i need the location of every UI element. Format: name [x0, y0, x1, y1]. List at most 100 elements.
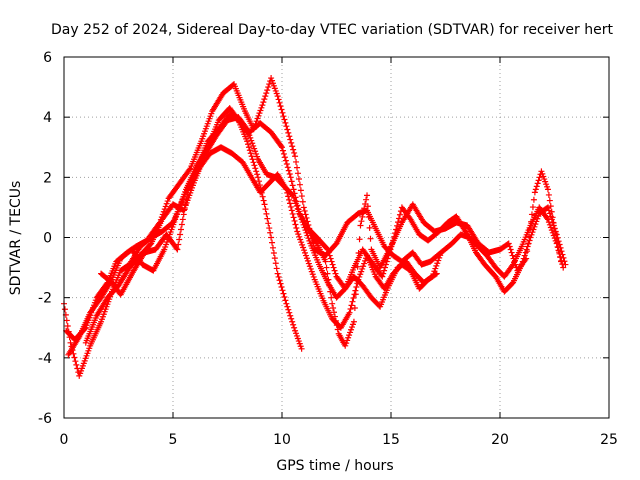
data-point — [297, 187, 304, 194]
data-point — [325, 276, 332, 283]
chart-title: Day 252 of 2024, Sidereal Day-to-day VTE… — [51, 22, 613, 38]
data-point — [254, 115, 261, 122]
data-point — [350, 318, 357, 325]
data-point — [248, 153, 255, 160]
data-point — [355, 276, 362, 283]
data-point — [253, 168, 260, 175]
data-point — [261, 96, 268, 103]
data-point — [255, 112, 262, 119]
data-point — [250, 142, 257, 149]
data-point — [349, 321, 356, 328]
data-point — [283, 300, 290, 307]
data-point — [289, 182, 296, 189]
data-point — [328, 294, 335, 301]
data-point — [296, 181, 303, 188]
data-point — [72, 358, 79, 365]
y-tick-label: 6 — [43, 50, 52, 66]
data-point — [181, 206, 188, 213]
data-point — [562, 261, 569, 268]
data-point — [267, 229, 274, 236]
data-point — [354, 280, 361, 287]
data-point — [358, 218, 365, 225]
data-point — [291, 149, 298, 156]
data-point — [342, 342, 349, 349]
data-point — [306, 237, 313, 244]
data-point — [347, 329, 354, 336]
series-trace-d — [82, 114, 565, 349]
data-point — [294, 228, 301, 235]
data-point — [61, 306, 68, 313]
data-point — [552, 228, 559, 235]
y-axis-label: SDTVAR / TECUs — [8, 181, 24, 296]
data-point — [536, 174, 543, 181]
data-point — [330, 264, 337, 271]
data-point — [292, 194, 299, 201]
data-point — [556, 241, 563, 248]
data-point — [385, 252, 392, 259]
data-point — [395, 215, 402, 222]
data-point — [304, 257, 311, 264]
data-point — [511, 258, 518, 265]
y-tick-label: 4 — [43, 110, 52, 126]
data-point — [300, 244, 307, 251]
data-point — [264, 215, 271, 222]
data-point — [285, 193, 292, 200]
data-point — [366, 224, 373, 231]
data-point — [379, 273, 386, 280]
data-point — [184, 191, 191, 198]
data-point — [535, 213, 542, 220]
data-point — [528, 231, 535, 238]
data-point — [284, 189, 291, 196]
data-point — [352, 287, 359, 294]
data-point — [275, 96, 282, 103]
data-point — [288, 315, 295, 322]
data-point — [298, 345, 305, 352]
data-point — [246, 147, 253, 154]
data-point — [294, 164, 301, 171]
data-point — [288, 178, 295, 185]
data-point — [356, 273, 363, 280]
data-point — [434, 260, 441, 267]
data-point — [530, 226, 537, 233]
data-point — [435, 257, 442, 264]
data-point — [292, 221, 299, 228]
data-point — [547, 203, 554, 210]
data-point — [262, 206, 269, 213]
data-point — [178, 221, 185, 228]
data-point — [360, 209, 367, 216]
data-point — [258, 104, 265, 111]
data-point — [432, 271, 439, 278]
data-point — [164, 198, 171, 205]
y-tick-label: -4 — [38, 351, 52, 367]
data-point — [329, 300, 336, 307]
data-point — [253, 150, 260, 157]
data-point — [277, 103, 284, 110]
data-point — [301, 247, 308, 254]
data-point — [528, 218, 535, 225]
data-point — [361, 205, 368, 212]
data-point — [561, 258, 568, 265]
data-point — [280, 150, 287, 157]
data-point — [381, 267, 388, 274]
series-trace-a — [61, 111, 305, 379]
y-tick-label: 0 — [43, 231, 52, 247]
data-point — [298, 193, 305, 200]
data-point — [283, 186, 290, 193]
data-point — [290, 186, 297, 193]
data-point — [251, 145, 258, 152]
data-point — [546, 197, 553, 204]
data-point — [297, 236, 304, 243]
data-point — [545, 191, 552, 198]
data-point — [262, 93, 269, 100]
data-point — [305, 260, 312, 267]
y-tick-labels: -6 -4 -2 0 2 4 6 — [38, 50, 52, 427]
data-point — [347, 306, 354, 313]
data-point — [270, 249, 277, 256]
data-point — [358, 268, 365, 275]
series-trace-f — [305, 204, 569, 295]
data-point — [287, 174, 294, 181]
data-point — [524, 243, 531, 250]
data-point — [263, 90, 270, 97]
data-point — [307, 265, 314, 272]
data-point — [254, 171, 261, 178]
